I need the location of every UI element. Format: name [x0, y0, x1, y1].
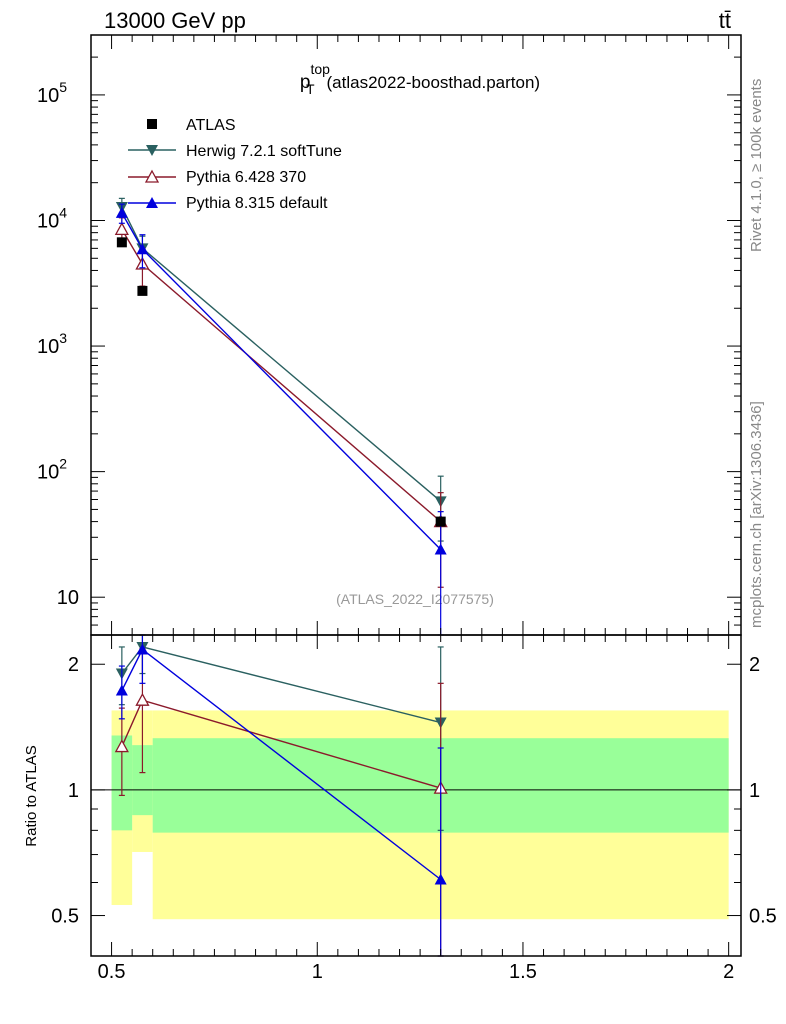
- ratio-ytick-label-right: 0.5: [749, 906, 777, 928]
- main-ytick-base: 10: [37, 85, 59, 107]
- series-0-main-line: [121, 206, 442, 502]
- legend-label-pythia8: Pythia 8.315 default: [186, 195, 328, 212]
- series-2-main-line: [121, 212, 442, 550]
- ratio-ytick-label-left: 2: [68, 654, 79, 676]
- ratio-ytick-label-right: 1: [749, 780, 760, 802]
- main-ytick-exp: 4: [59, 204, 67, 220]
- main-ytick-label: 102: [37, 456, 67, 484]
- series-2-ratio-point-1: [136, 643, 149, 655]
- ratio-ytick-label-right: 2: [749, 654, 760, 676]
- main-ytick-exp: 2: [59, 456, 67, 472]
- atlas-point-2: [435, 516, 446, 527]
- ratio-bands: [91, 710, 741, 920]
- legend-marker-pythia8: [146, 197, 158, 208]
- legend-label-pythia6: Pythia 6.428 370: [186, 169, 306, 186]
- xtick-label: 1: [312, 961, 323, 983]
- series-1-ratio-point-1: [135, 692, 150, 706]
- legend-entry-pythia6: Pythia 6.428 370: [128, 169, 306, 186]
- ratio-ytick-label-left: 0.5: [51, 906, 79, 928]
- ratio-band-green-1: [132, 745, 153, 816]
- main-ytick-label: 105: [37, 79, 67, 107]
- legend-entry-atlas: ATLAS: [147, 117, 236, 134]
- process-label: tt̄: [719, 8, 731, 33]
- series-1-main-point-0: [114, 221, 129, 235]
- main-ytick-exp: 3: [59, 330, 67, 346]
- analysis-watermark: (ATLAS_2022_I2077575): [336, 591, 494, 607]
- legend-label-herwig: Herwig 7.2.1 softTune: [186, 143, 342, 160]
- main-ytick-exp: 5: [59, 79, 67, 95]
- ratio-ytick-label-left: 1: [68, 780, 79, 802]
- series-2-main-point-0: [115, 206, 128, 218]
- main-ytick-base: 10: [37, 462, 59, 484]
- main-ytick-base: 10: [37, 336, 59, 358]
- legend-entry-herwig: Herwig 7.2.1 softTune: [128, 143, 342, 160]
- main-title-sub: T: [306, 81, 315, 97]
- xtick-label: 0.5: [98, 961, 126, 983]
- atlas-point-1: [137, 285, 148, 296]
- xtick-label: 2: [723, 961, 734, 983]
- xtick-label: 1.5: [509, 961, 537, 983]
- legend-marker-herwig: [146, 145, 158, 156]
- series-layer: [114, 197, 448, 957]
- series-2-ratio-point-2: [434, 873, 447, 885]
- energy-label: 13000 GeV pp: [104, 8, 246, 33]
- ratio-frame: [90, 634, 742, 957]
- series-2-ratio-point-0: [115, 684, 128, 696]
- mcplots-label: mcplots.cern.ch [arXiv:1306.3436]: [748, 401, 765, 628]
- legend-entry-pythia8: Pythia 8.315 default: [128, 195, 328, 212]
- main-title: ptop T (atlas2022-boosthad.parton): [300, 61, 540, 97]
- main-ytick-label: 10: [57, 587, 79, 609]
- main-title-sup: top: [310, 61, 330, 77]
- main-title-rest: (atlas2022-boosthad.parton): [327, 73, 541, 92]
- main-ytick-label: 104: [37, 204, 67, 232]
- legend-label-atlas: ATLAS: [186, 117, 236, 134]
- series-2-main-point-1: [136, 243, 149, 255]
- rivet-label: Rivet 4.1.0, ≥ 100k events: [748, 79, 765, 252]
- series-1-ratio-point-0: [114, 739, 129, 753]
- main-title-p: p: [300, 72, 311, 93]
- legend-marker-pythia6: [144, 169, 160, 183]
- atlas-point-0: [116, 237, 127, 248]
- main-ytick-base: 10: [37, 210, 59, 232]
- legend-marker-atlas: [147, 119, 157, 129]
- ratio-ylabel: Ratio to ATLAS: [23, 745, 40, 846]
- legend: ATLAS Herwig 7.2.1 softTune Pythia 6.428…: [128, 117, 342, 212]
- series-1-main-line: [121, 228, 442, 523]
- main-ytick-label: 103: [37, 330, 67, 358]
- series-2-main-point-2: [434, 543, 447, 555]
